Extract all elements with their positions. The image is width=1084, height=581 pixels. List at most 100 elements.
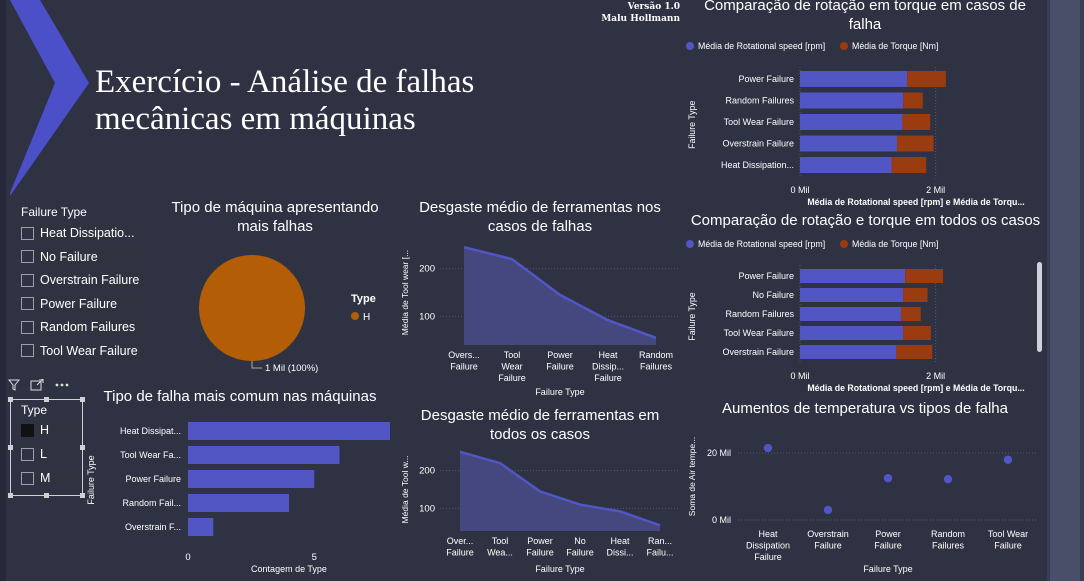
y-axis-title: Failure Type xyxy=(86,455,96,504)
x-tick-label: No Failure xyxy=(566,536,594,558)
legend-marker xyxy=(686,42,694,50)
y-tick-label: Tool Wear Fa... xyxy=(120,450,181,460)
type-slicer-item[interactable]: H xyxy=(21,421,79,439)
focus-mode-icon[interactable] xyxy=(30,378,44,394)
version-label: Versão 1.0 xyxy=(627,2,680,12)
common-fail-bar-chart: Heat Dissipat... Tool Wear Fa... Power Fai… xyxy=(86,422,390,574)
bar-segment xyxy=(903,92,923,109)
y-tick-label: Heat Dissipation... xyxy=(721,160,794,170)
failure-slicer-item-label: Overstrain Failure xyxy=(40,273,140,287)
type-slicer-item[interactable]: M xyxy=(21,469,79,487)
y-tick-label: Power Failure xyxy=(738,74,794,84)
rot-torque-fail-chart-title: Comparação de rotação em torque em casos… xyxy=(704,0,1026,33)
report-title-line1: Exercício - Análise de falhas xyxy=(95,64,475,100)
wear-all-area-chart: 100 200 Over... Failure Tool Wea... Power Failu… xyxy=(400,450,680,574)
rot-torque-fail-bar-chart: Média de Rotational speed [rpm] Média de … xyxy=(686,41,1025,207)
bar-segment xyxy=(905,269,944,283)
legend-marker xyxy=(840,42,848,50)
author-label: Malu Hollmann xyxy=(601,14,680,24)
checkbox-icon[interactable] xyxy=(21,250,34,263)
bar-segment xyxy=(896,135,934,152)
x-tick-label: Overstrain Failure xyxy=(807,529,849,551)
bar-segment xyxy=(902,114,931,130)
type-slicer-item-label: H xyxy=(40,423,50,437)
bar-segment xyxy=(800,71,908,87)
y-tick-label: Power Failure xyxy=(738,271,794,281)
failure-slicer-item[interactable]: Random Failures xyxy=(21,318,146,336)
more-options-icon[interactable] xyxy=(54,379,70,394)
x-tick-label: Tool Wear Failure xyxy=(988,529,1028,551)
visual-scrollbar[interactable] xyxy=(1037,262,1042,352)
bar-segment xyxy=(891,157,927,173)
wear-all-chart-title: Desgaste médio de ferramentas em todos o… xyxy=(420,407,660,443)
checkbox-icon[interactable] xyxy=(21,226,34,240)
x-tick-label: Heat Dissip... Failure xyxy=(592,350,624,383)
scatter-point xyxy=(763,443,773,453)
common-fail-chart-title: Tipo de falha mais comum nas máquinas xyxy=(103,388,377,405)
report-title-line2: mecânicas em máquinas xyxy=(95,101,416,137)
y-axis-title: Soma de Air tempe... xyxy=(687,437,697,516)
y-tick-label: 20 Mil xyxy=(707,448,731,458)
bar xyxy=(188,446,340,464)
pie-legend-marker xyxy=(351,312,359,320)
type-slicer-focus-border xyxy=(8,397,85,498)
failure-slicer-item[interactable]: No Failure xyxy=(21,247,146,266)
left-frame xyxy=(0,0,6,581)
checkbox-icon[interactable] xyxy=(21,273,34,287)
x-tick-label: Over... Failure xyxy=(446,536,474,558)
filter-icon[interactable] xyxy=(7,379,21,394)
x-axis-title: Média de Rotational speed [rpm] e Média … xyxy=(807,197,1024,207)
bar xyxy=(188,494,289,512)
legend-marker xyxy=(840,240,848,248)
checkbox-icon[interactable] xyxy=(21,297,34,310)
bar xyxy=(188,518,214,536)
x-tick-label: Overs... Failure xyxy=(448,350,480,372)
report-title: Exercício - Análise de falhas mecânicas … xyxy=(95,64,615,138)
bar-segment xyxy=(901,307,921,321)
pie-chart-title: Tipo de máquina apresentando mais falhas xyxy=(171,199,379,235)
checkbox-icon[interactable] xyxy=(21,471,34,485)
checkbox-icon[interactable] xyxy=(21,447,34,461)
pie-chart: 1 Mil (100%) Type H xyxy=(199,255,376,374)
checkbox-icon[interactable] xyxy=(21,344,34,357)
x-tick-label: Power Failure xyxy=(546,350,574,372)
x-tick-label: Ran... Failu... xyxy=(646,536,673,558)
y-axis-title: Média de Tool wear [... xyxy=(400,250,410,335)
checkbox-icon[interactable] xyxy=(21,423,34,437)
version-info: Versão 1.0 Malu Hollmann xyxy=(596,1,680,25)
bar-segment xyxy=(800,326,904,340)
x-tick-label: Heat Dissi... xyxy=(607,536,634,558)
legend-label: Média de Torque [Nm] xyxy=(852,41,938,51)
failure-slicer-item[interactable]: Heat Dissipatio... xyxy=(21,224,146,242)
legend-label: Média de Rotational speed [rpm] xyxy=(698,239,825,249)
y-tick-label: 200 xyxy=(419,264,435,275)
x-tick-label: Power Failure xyxy=(526,536,554,558)
pie-data-label: 1 Mil (100%) xyxy=(265,363,318,374)
area-line xyxy=(463,245,657,340)
y-tick-label: Heat Dissipat... xyxy=(120,426,181,436)
temp-scatter-chart-title: Aumentos de temperatura vs tipos de falh… xyxy=(722,400,1008,417)
x-tick-label: Tool Wear Failure xyxy=(498,350,526,383)
scatter-point xyxy=(1003,455,1013,464)
x-tick-label: 2 Mil xyxy=(926,371,945,381)
y-axis-title: Failure Type xyxy=(687,292,697,340)
failure-slicer-title: Failure Type xyxy=(21,205,87,219)
failure-slicer-item[interactable]: Tool Wear Failure xyxy=(21,341,146,360)
bar-segment xyxy=(800,288,904,302)
bar xyxy=(188,470,315,488)
x-axis-title: Failure Type xyxy=(863,564,912,574)
scatter-point xyxy=(883,473,893,483)
failure-slicer-item[interactable]: Power Failure xyxy=(21,294,146,313)
failure-slicer-item[interactable]: Overstrain Failure xyxy=(21,271,146,289)
type-slicer-title: Type xyxy=(21,403,48,417)
checkbox-icon[interactable] xyxy=(21,320,34,334)
pie-legend-label: H xyxy=(363,312,370,323)
type-slicer-item-label: M xyxy=(40,471,51,485)
bar-segment xyxy=(800,307,902,321)
type-slicer-item[interactable]: L xyxy=(21,445,79,463)
x-axis-title: Média de Rotational speed [rpm] e Média … xyxy=(807,383,1024,393)
x-tick-label: 5 xyxy=(312,552,317,563)
x-tick-label: 0 Mil xyxy=(790,185,809,195)
bar-segment xyxy=(903,288,928,302)
y-tick-label: Tool Wear Failure xyxy=(724,117,794,127)
